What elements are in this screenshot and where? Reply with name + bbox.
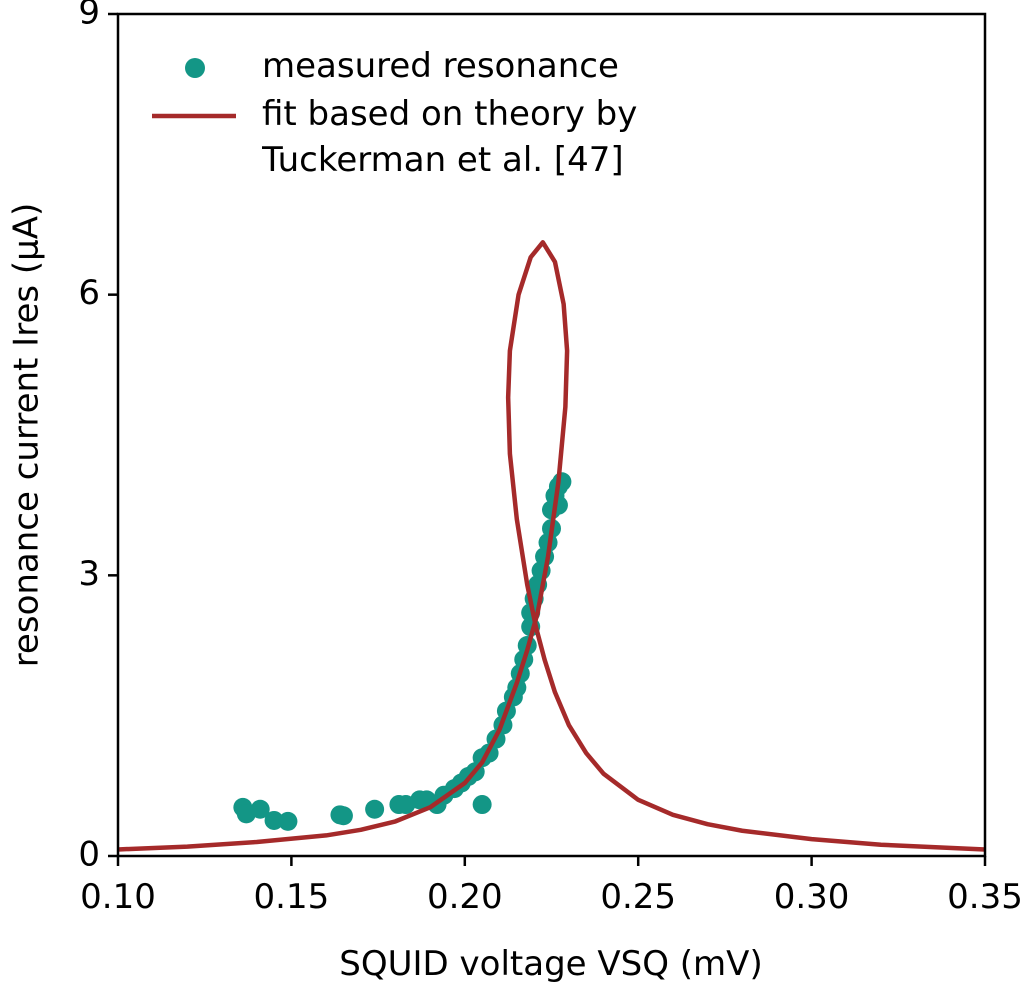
x-tick-label: 0.15 [254, 877, 330, 917]
legend-entry: fit based on theory by Tuckerman et al. … [262, 94, 638, 180]
data-point [278, 811, 298, 831]
y-axis-label: resonance current Ires (μA) [7, 203, 47, 668]
data-point [264, 810, 284, 830]
x-tick-label: 0.20 [427, 877, 503, 917]
data-point [365, 799, 385, 819]
y-tick-label: 9 [78, 0, 100, 33]
legend-label: measured resonance [262, 46, 619, 86]
data-point [548, 495, 568, 515]
x-axis-label: SQUID voltage VSQ (mV) [339, 944, 762, 984]
legend-label: fit based on theory by Tuckerman et al. … [262, 94, 638, 180]
legend-entry: measured resonance [262, 46, 619, 86]
plot-frame [116, 12, 987, 858]
x-tick-label: 0.30 [774, 877, 850, 917]
y-tick-label: 6 [78, 273, 100, 313]
y-tick-label: 0 [78, 835, 100, 875]
x-tick-label: 0.10 [80, 877, 156, 917]
y-tick-label: 3 [78, 554, 100, 594]
legend-marker [185, 58, 205, 78]
data-point [333, 806, 353, 826]
x-tick-label: 0.25 [600, 877, 676, 917]
fit-line [117, 240, 986, 852]
data-point [250, 799, 270, 819]
x-tick-label: 0.35 [947, 877, 1023, 917]
data-point [472, 795, 492, 815]
